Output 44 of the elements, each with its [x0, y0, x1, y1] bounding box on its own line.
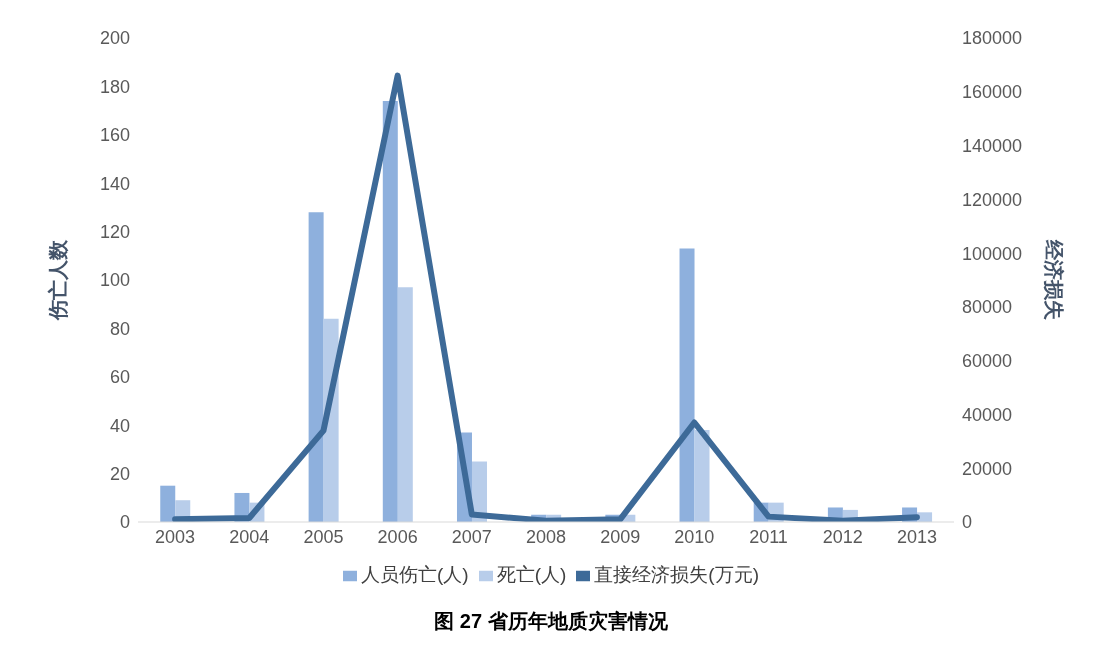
bar: [397, 287, 413, 522]
x-tick-label: 2003: [155, 526, 196, 547]
x-tick-label: 2006: [377, 526, 418, 547]
bar: [160, 485, 176, 522]
x-tick-label: 2009: [600, 526, 641, 547]
y-tick-label: 120: [99, 221, 130, 242]
y-tick-label: 180: [99, 76, 130, 97]
bar: [308, 212, 324, 522]
y2-tick-label: 100000: [962, 243, 1023, 264]
x-tick-label: 2013: [896, 526, 937, 547]
legend-label: 死亡(人): [496, 564, 567, 585]
bar: [679, 248, 695, 522]
x-tick-label: 2007: [451, 526, 492, 547]
legend-label: 直接经济损失(万元): [594, 564, 759, 585]
y-axis-title: 伤亡人数: [47, 239, 70, 321]
y2-tick-label: 120000: [962, 189, 1023, 210]
y2-tick-label: 80000: [962, 297, 1013, 318]
x-tick-label: 2011: [749, 526, 788, 547]
legend-label: 人员伤亡(人): [361, 564, 469, 585]
y2-tick-label: 180000: [962, 28, 1023, 49]
y-tick-label: 40: [109, 415, 130, 436]
y2-tick-label: 160000: [962, 82, 1023, 103]
y2-axis-title: 经济损失: [1042, 239, 1065, 320]
bar: [694, 430, 710, 522]
x-tick-label: 2008: [525, 526, 567, 547]
x-tick-label: 2012: [822, 526, 863, 547]
y-tick-label: 140: [99, 173, 130, 194]
x-tick-label: 2010: [674, 526, 715, 547]
x-tick-label: 2005: [303, 526, 344, 547]
y-tick-label: 20: [109, 463, 130, 484]
y2-tick-label: 60000: [962, 351, 1013, 372]
y-tick-label: 200: [99, 28, 130, 49]
y-tick-label: 160: [99, 125, 130, 146]
y2-tick-label: 40000: [962, 404, 1013, 425]
y-tick-label: 60: [109, 367, 130, 388]
y2-tick-label: 0: [962, 512, 973, 533]
y-tick-label: 80: [109, 318, 130, 339]
y-tick-label: 100: [99, 270, 130, 291]
text: 图 27 省历年地质灾害情况: [433, 609, 669, 634]
x-tick-label: 2004: [229, 526, 270, 547]
y-tick-label: 0: [119, 512, 130, 533]
y2-tick-label: 140000: [962, 135, 1023, 156]
bar: [382, 100, 398, 522]
y2-tick-label: 20000: [962, 458, 1013, 479]
